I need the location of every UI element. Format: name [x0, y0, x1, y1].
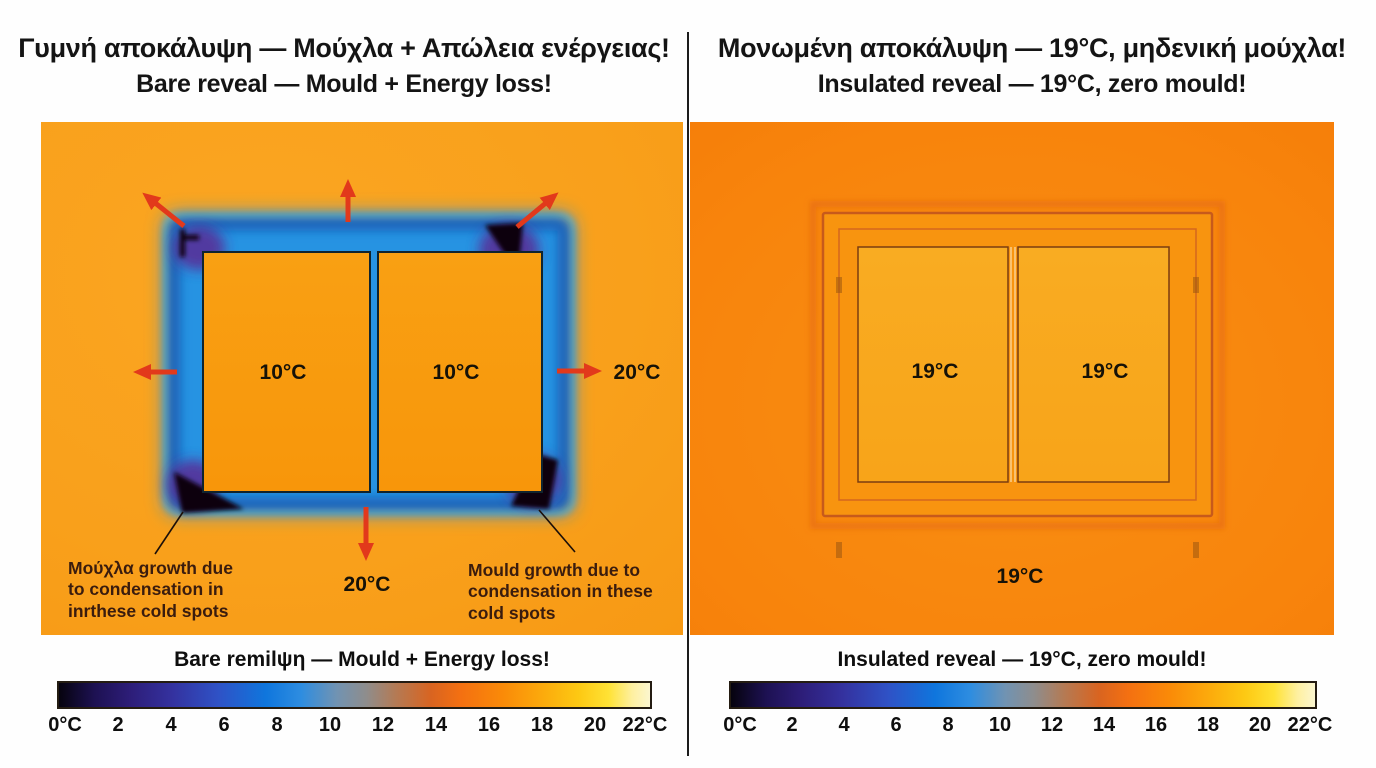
tick-label: 16 [1144, 714, 1168, 736]
right-pane2-temp-label: 19°C [1081, 360, 1129, 383]
left-thermogram [41, 122, 683, 635]
tick-label: 14 [1092, 714, 1116, 736]
mould-annotation-right-line3: cold spots [468, 602, 556, 623]
right-title-block: Μονωμένη αποκάλυψη — 19°C, μηδενική μούχ… [688, 30, 1376, 102]
tick-label: 12 [1040, 714, 1064, 736]
hinge-marks [836, 277, 1199, 558]
left-title-english: Bare reveal — Mould + Energy loss! [136, 70, 552, 98]
right-window-pane-2 [1017, 246, 1170, 483]
mould-annotation-right-line1: Mould growth due to [468, 560, 641, 580]
right-pane1-temp-label: 19°C [911, 360, 959, 383]
tick-label: 22°C [622, 714, 668, 736]
right-temperature-colorbar [729, 681, 1317, 709]
mould-annotation-left: Μούχλα growth due to condensation in inr… [68, 558, 233, 622]
tick-label: 8 [271, 714, 283, 736]
left-wall-temp-bottom-label: 20°C [343, 573, 391, 596]
tick-label: 16 [477, 714, 501, 736]
mould-annotation-left-line1: Μούχλα growth due [68, 558, 233, 578]
tick-label: 20 [1248, 714, 1272, 736]
tick-label: 10 [318, 714, 342, 736]
left-pane1-temp-label: 10°C [259, 361, 307, 384]
mould-annotation-right-line2: condensation in these [468, 581, 653, 602]
tick-label: 2 [112, 714, 124, 736]
tick-label: 12 [371, 714, 395, 736]
tick-label: 8 [942, 714, 954, 736]
tick-label: 0°C [723, 714, 757, 736]
left-temperature-colorbar [57, 681, 652, 709]
left-pane2-temp-label: 10°C [432, 361, 480, 384]
tick-label: 0°C [48, 714, 82, 736]
heat-loss-arrows [133, 179, 602, 561]
left-thermal-image: 10°C 10°C 20°C 20°C Μούχλα growth due to… [41, 122, 683, 635]
annotation-leader-lines [154, 509, 576, 555]
left-wall-temp-right-label: 20°C [613, 361, 661, 384]
right-thermogram [690, 122, 1334, 635]
tick-label: 6 [890, 714, 902, 736]
panel-divider [687, 32, 689, 756]
right-thermal-image: 19°C 19°C 19°C [690, 122, 1334, 635]
mould-annotation-right: Mould growth due to condensation in thes… [468, 560, 653, 624]
tick-label: 14 [424, 714, 448, 736]
tick-label: 18 [530, 714, 554, 736]
right-title-greek: Μονωμένη αποκάλυψη — 19°C, μηδενική μούχ… [717, 33, 1347, 63]
right-window-frame-inner [838, 228, 1197, 501]
cold-reveal-dark-band [167, 217, 571, 511]
right-window-pane-1 [857, 246, 1009, 483]
insulated-reveal-shadow [810, 201, 1225, 529]
right-title-english: Insulated reveal — 19°C, zero mould! [817, 70, 1247, 98]
mould-annotation-left-line2: to condensation in [68, 579, 224, 600]
tick-label: 18 [1196, 714, 1220, 736]
mullion-highlights [1010, 247, 1016, 482]
mould-annotation-left-line3: inrthese cold spots [68, 600, 229, 621]
tick-label: 6 [218, 714, 230, 736]
cold-reveal-cyan-edge [163, 213, 575, 515]
tick-label: 4 [838, 714, 850, 736]
left-caption: Bare remilψη — Mould + Energy loss! [174, 648, 550, 671]
left-window-pane-2 [377, 251, 543, 493]
tick-label: 10 [988, 714, 1012, 736]
left-window-pane-1 [202, 251, 371, 493]
tick-label: 4 [165, 714, 177, 736]
tick-label: 20 [583, 714, 607, 736]
right-wall-temp-bottom-label: 19°C [996, 565, 1044, 588]
left-title-greek: Γυμνή αποκάλυψη — Μούχλα + Απώλεια ενέργ… [18, 33, 670, 63]
tick-label: 2 [786, 714, 798, 736]
tick-label: 22°C [1287, 714, 1333, 736]
left-title-block: Γυμνή αποκάλυψη — Μούχλα + Απώλεια ενέργ… [0, 30, 688, 102]
right-caption: Insulated reveal — 19°C, zero mould! [837, 648, 1207, 671]
